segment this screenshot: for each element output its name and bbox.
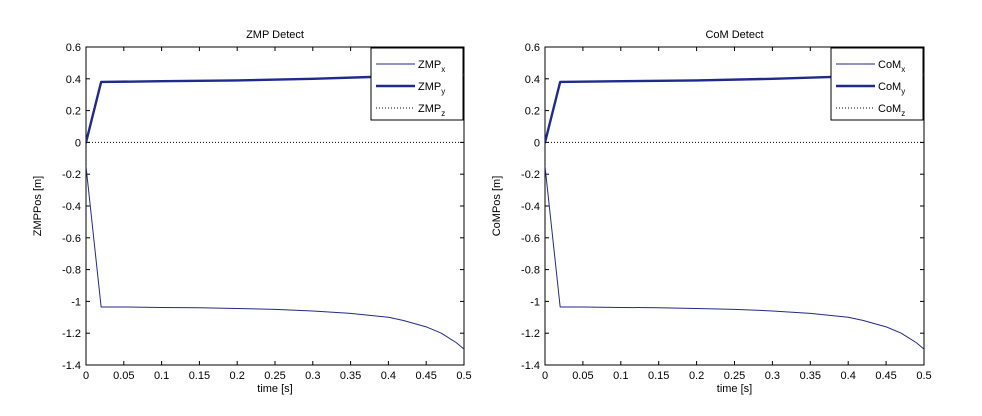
chart-0-legend-label-x: ZMPx [418,59,445,74]
chart-1-xtick-label: 0.25 [724,370,745,382]
chart-1-legend-label-base: CoM [878,59,901,71]
chart-1-legend-label-sub: y [901,87,905,96]
chart-0-legend-box [370,47,464,121]
chart-0-ytick-label: 0.6 [66,42,81,54]
chart-1-series-x [545,165,924,350]
chart-1-legend-label-x: CoMx [878,59,905,74]
chart-0-xtick-label: 0.3 [305,370,320,382]
chart-1-xtick-label: 0.35 [800,370,821,382]
chart-1-legend-label-sub: z [901,109,905,118]
chart-1-legend-label-y: CoMy [878,81,905,96]
chart-1: 0 0.05 0.1 0.15 0.2 0.25 0.3 0.35 0.4 0.45 0.5 0.6 0… [491,29,932,395]
chart-1-ytick-label: -0.4 [521,201,540,213]
chart-0-legend-label-sub: z [441,109,445,118]
chart-0-xtick-label: 0.2 [230,370,245,382]
chart-1-xtick-label: 0 [542,370,548,382]
chart-0-ytick-label: 0.4 [66,74,81,86]
chart-1-ytick-label: -0.2 [521,169,540,181]
chart-0-legend-label-base: ZMP [418,81,441,93]
chart-1-xlabel: time [s] [717,383,752,395]
chart-1-xtick-label: 0.3 [765,370,780,382]
chart-1-ylabel: CoMPos [m] [491,176,503,237]
chart-0-ylabel: ZMPPos [m] [32,176,44,237]
chart-0-ytick-label: 0.2 [66,106,81,118]
chart-1-xtick-label: 0.05 [572,370,593,382]
chart-1-xtick-label: 0.4 [841,370,856,382]
chart-1-xtick-label: 0.5 [916,370,931,382]
chart-0-ytick-label: -0.2 [62,169,81,181]
chart-1-ytick-label: 0.2 [525,106,540,118]
chart-1-xtick-label: 0.45 [875,370,896,382]
chart-1-legend-label-base: CoM [878,103,901,115]
chart-0-xtick-label: 0.25 [264,370,285,382]
chart-0-xtick-label: 0.45 [415,370,436,382]
chart-1-xtick-label: 0.2 [689,370,704,382]
chart-0-ytick-label: -0.6 [62,233,81,245]
chart-1-legend-label-base: CoM [878,81,901,93]
chart-1-ytick-label: -1 [530,296,540,308]
chart-0-ytick-label: -1 [71,296,81,308]
chart-1-ytick-label: -0.6 [521,233,540,245]
chart-0-series-x [86,165,464,350]
chart-0-legend-label-y: ZMPy [418,81,445,96]
chart-0-xtick-label: 0.1 [154,370,169,382]
chart-0-legend-label-base: ZMP [418,103,441,115]
chart-1-legend-label-z: CoMz [878,103,905,118]
chart-0-ytick-label: 0 [75,137,81,149]
chart-0-xtick-label: 0.5 [456,370,471,382]
chart-0-ytick-label: -0.4 [62,201,81,213]
chart-1-xtick-label: 0.1 [613,370,628,382]
chart-0-legend-label-z: ZMPz [418,103,445,118]
chart-0-ytick-label: -1.4 [62,360,81,372]
chart-0-xtick-label: 0.35 [340,370,361,382]
chart-1-legend-label-sub: x [901,65,905,74]
chart-0-xtick-label: 0.15 [189,370,210,382]
chart-0-xtick-label: 0.05 [113,370,134,382]
chart-0-legend-label-sub: x [441,65,445,74]
chart-1-ytick-label: -0.8 [521,265,540,277]
chart-1-ytick-label: -1.2 [521,328,540,340]
chart-1-ytick-label: 0 [534,137,540,149]
chart-0-legend-label-base: ZMP [418,59,441,71]
chart-0-xtick-label: 0.4 [381,370,396,382]
chart-0-legend-label-sub: y [441,87,445,96]
chart-1-legend-box [830,47,924,121]
chart-1-ytick-label: 0.4 [525,74,540,86]
chart-0-xlabel: time [s] [257,383,292,395]
chart-0-xtick-label: 0 [83,370,89,382]
chart-0-ytick-label: -0.8 [62,265,81,277]
chart-1-title: CoM Detect [705,29,763,41]
chart-1-ytick-label: -1.4 [521,360,540,372]
chart-1-xtick-label: 0.15 [648,370,669,382]
chart-1-ytick-label: 0.6 [525,42,540,54]
chart-0: 0 0.05 0.1 0.15 0.2 0.25 0.3 0.35 0.4 0.45 0.5 0.6 0… [32,29,472,395]
chart-0-ytick-label: -1.2 [62,328,81,340]
chart-0-title: ZMP Detect [246,29,304,41]
